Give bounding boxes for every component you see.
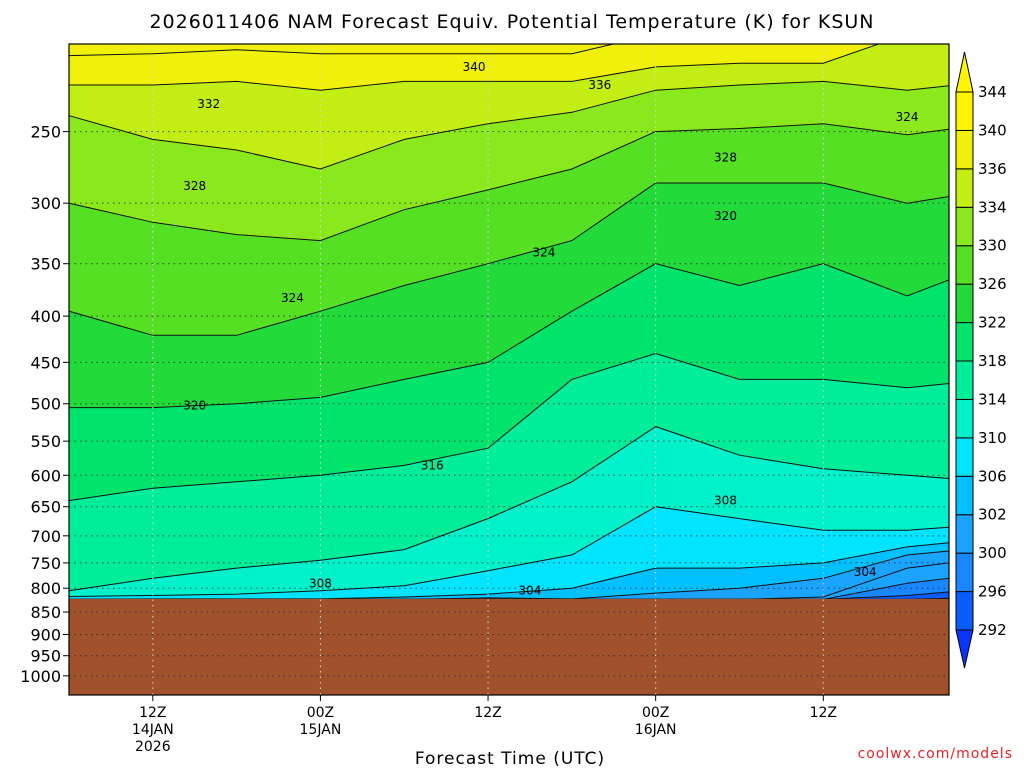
colorbar-tick-label: 306 [978,467,1007,485]
y-tick-label: 1000 [20,667,61,686]
contour-label: 324 [532,245,555,259]
plot-frame [68,43,950,696]
contour-label: 308 [714,494,737,508]
colorbar-tick-label: 310 [978,429,1007,447]
colorbar-swatch [955,206,974,247]
colorbar-swatch [955,437,974,477]
colorbar-arrow-low [955,629,974,669]
colorbar-swatch [955,398,974,439]
y-tick-label: 400 [30,307,61,326]
heatmap-layer [69,44,949,695]
y-tick-label: 800 [30,579,61,598]
x-tick-label: 2026 [135,739,171,755]
y-tick-label: 750 [30,554,61,573]
colorbar-tick-label: 344 [978,83,1007,101]
colorbar-tick-label: 314 [978,390,1007,408]
y-tick-label: 650 [30,498,61,517]
colorbar-swatch [955,129,974,170]
y-tick-label: 900 [30,625,61,644]
colorbar-tick-label: 336 [978,160,1007,178]
x-tick-label: 00Z [642,705,669,721]
y-tick-label: 600 [30,466,61,485]
colorbar-swatch [955,245,974,285]
contour-label: 324 [896,110,919,124]
x-tick-label: 14JAN [132,722,174,738]
colorbar-tick-label: 340 [978,121,1007,139]
y-tick-label: 300 [30,194,61,213]
colorbar-swatch [955,552,974,593]
colorbar-tick-label: 292 [978,621,1007,639]
y-tick-label: 500 [30,395,61,414]
x-tick-label: 12Z [810,705,837,721]
colorbar-swatch [955,514,974,554]
grid-layer [69,44,949,695]
contour-label: 320 [183,398,206,412]
contour-label: 324 [281,291,304,305]
colorbar-swatch [955,475,974,516]
colorbar-swatch [955,283,974,324]
colorbar-tick-label: 326 [978,275,1007,293]
colorbar-tick-label: 296 [978,583,1007,601]
colorbar-tick-label: 334 [978,198,1007,216]
contour-labels: 3403363323243283283203203243243203163163… [183,60,919,598]
y-axis-ticks: 250 300 350 400 450 500 550 600 650 700 750 800 850 9… [20,123,69,686]
contour-label: 308 [309,576,332,590]
colorbar-tick-label: 300 [978,544,1007,562]
y-tick-label: 450 [30,353,61,372]
y-tick-label: 950 [30,647,61,666]
x-tick-label: 12Z [139,705,166,721]
colorbar-arrow-high [955,51,974,93]
credit-label: coolwx.com/models [858,746,1013,762]
contour-label: 304 [518,584,541,598]
contour-label: 340 [463,60,486,74]
x-axis-title: Forecast Time (UTC) [415,749,605,768]
contour-label: 320 [714,209,737,223]
ground-fill [69,598,949,695]
y-tick-label: 550 [30,432,61,451]
colorbar-tick-label: 318 [978,352,1007,370]
x-tick-label: 12Z [474,705,501,721]
contour-label: 332 [197,97,220,111]
contour-label: 328 [183,179,206,193]
contour-label: 328 [714,150,737,164]
colorbar-swatch [955,360,974,400]
chart-title: 2026011406 NAM Forecast Equiv. Potential… [149,11,874,33]
colorbar-swatch [955,168,974,208]
colorbar-tick-label: 302 [978,506,1007,524]
x-tick-label: 00Z [307,705,334,721]
y-tick-label: 350 [30,255,61,274]
contour-label: 316 [421,458,444,472]
colorbar-swatch [955,91,974,131]
contour-label: 336 [588,78,611,92]
contour-label: 304 [854,565,877,579]
colorbar-swatch [955,322,974,362]
x-tick-label: 15JAN [300,722,342,738]
colorbar-swatch [955,591,974,631]
y-tick-label: 850 [30,603,61,622]
colorbar-tick-label: 330 [978,237,1007,255]
ground-layer [69,598,949,695]
y-tick-label: 700 [30,527,61,546]
y-tick-label: 250 [30,123,61,142]
x-tick-label: 16JAN [635,722,677,738]
colorbar: 292 296 300 302 306 310 314 318 322 326 330 334 336 3… [955,51,1007,669]
colorbar-tick-label: 322 [978,314,1007,332]
